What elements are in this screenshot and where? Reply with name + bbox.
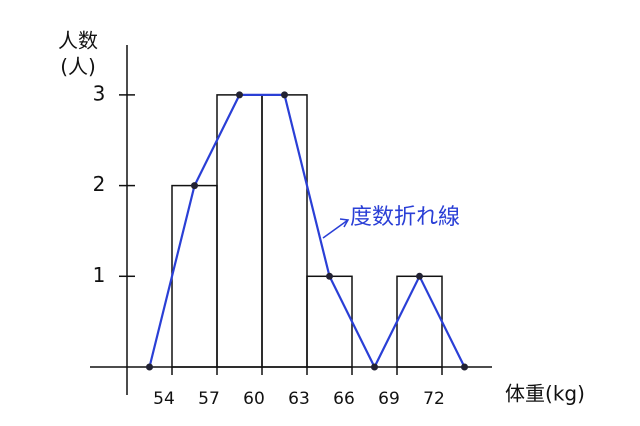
polygon-point [281,91,288,99]
x-tick-label: 66 [333,389,355,409]
x-tick-label: 54 [153,389,175,409]
polygon-point [461,363,468,371]
annotation-arrow-head [339,218,350,228]
polygon-label: 度数折れ線 [350,205,460,230]
x-tick-label: 69 [378,389,400,409]
x-axis-label: 体重(kg) [505,382,585,406]
y-axis-label: 人数 [58,29,98,53]
y-tick-label: 2 [93,172,106,196]
polygon-point [326,272,333,280]
x-tick-label: 57 [198,389,220,409]
bar [306,275,353,368]
x-tick-label: 72 [423,389,445,409]
polygon-point [236,91,243,99]
annotation-arrow [322,219,349,239]
bar [171,184,218,368]
bar [261,94,308,368]
bar [216,94,263,368]
polygon-point [371,363,378,371]
bar [396,275,443,368]
y-tick-label: 1 [93,263,106,287]
x-tick-label: 60 [243,389,265,409]
y-tick-label: 3 [93,81,106,105]
polygon-point [416,272,423,280]
frequency-polygon [148,93,466,370]
x-tick-label: 63 [288,389,310,409]
y-axis-label: (人) [60,55,96,79]
polygon-point [191,182,198,190]
polygon-point [146,363,153,371]
